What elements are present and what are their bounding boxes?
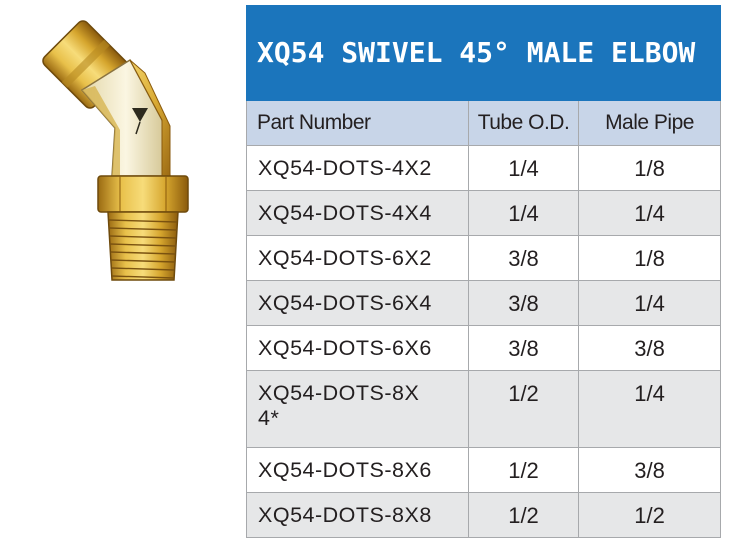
specification-table: XQ54 SWIVEL 45° MALE ELBOW Part Number T…: [245, 5, 722, 538]
male-pipe-cell: 1/4: [577, 190, 722, 236]
fitting-image: [20, 8, 235, 298]
tube-od-cell: 1/4: [468, 145, 579, 191]
tube-od-cell: 3/8: [468, 280, 579, 326]
table-title: XQ54 SWIVEL 45° MALE ELBOW: [245, 5, 722, 101]
part-number-cell: XQ54-DOTS-8X6: [246, 447, 469, 493]
male-pipe-cell: 1/8: [577, 235, 722, 281]
table-header-row: Part Number Tube O.D. Male Pipe: [246, 100, 722, 146]
tube-od-cell: 1/4: [468, 190, 579, 236]
part-number-cell: XQ54-DOTS-8X4*: [246, 370, 469, 448]
table-row: XQ54-DOTS-6X2 3/8 1/8: [246, 235, 722, 281]
part-number-cell: XQ54-DOTS-4X2: [246, 145, 469, 191]
part-number-cell: XQ54-DOTS-4X4: [246, 190, 469, 236]
table-row: XQ54-DOTS-8X6 1/2 3/8: [246, 447, 722, 493]
table-row: XQ54-DOTS-6X6 3/8 3/8: [246, 325, 722, 371]
column-header-tube-od: Tube O.D.: [468, 100, 579, 146]
column-header-part-number: Part Number: [246, 100, 469, 146]
male-pipe-cell: 1/4: [577, 370, 722, 448]
tube-od-cell: 1/2: [468, 447, 579, 493]
male-pipe-cell: 3/8: [577, 325, 722, 371]
tube-od-cell: 3/8: [468, 235, 579, 281]
part-number-cell: XQ54-DOTS-6X4: [246, 280, 469, 326]
part-number-cell: XQ54-DOTS-8X8: [246, 492, 469, 538]
column-header-male-pipe: Male Pipe: [577, 100, 722, 146]
table-row: XQ54-DOTS-4X2 1/4 1/8: [246, 145, 722, 191]
male-pipe-cell: 3/8: [577, 447, 722, 493]
tube-od-cell: 3/8: [468, 325, 579, 371]
part-number-cell: XQ54-DOTS-6X6: [246, 325, 469, 371]
tube-od-cell: 1/2: [468, 370, 579, 448]
table-row: XQ54-DOTS-8X4* 1/2 1/4: [246, 370, 722, 448]
tube-od-cell: 1/2: [468, 492, 579, 538]
table-row: XQ54-DOTS-8X8 1/2 1/2: [246, 492, 722, 538]
table-row: XQ54-DOTS-4X4 1/4 1/4: [246, 190, 722, 236]
part-number-cell: XQ54-DOTS-6X2: [246, 235, 469, 281]
table-row: XQ54-DOTS-6X4 3/8 1/4: [246, 280, 722, 326]
male-pipe-cell: 1/4: [577, 280, 722, 326]
elbow-fitting-illustration: [42, 20, 189, 281]
male-pipe-cell: 1/8: [577, 145, 722, 191]
male-pipe-cell: 1/2: [577, 492, 722, 538]
